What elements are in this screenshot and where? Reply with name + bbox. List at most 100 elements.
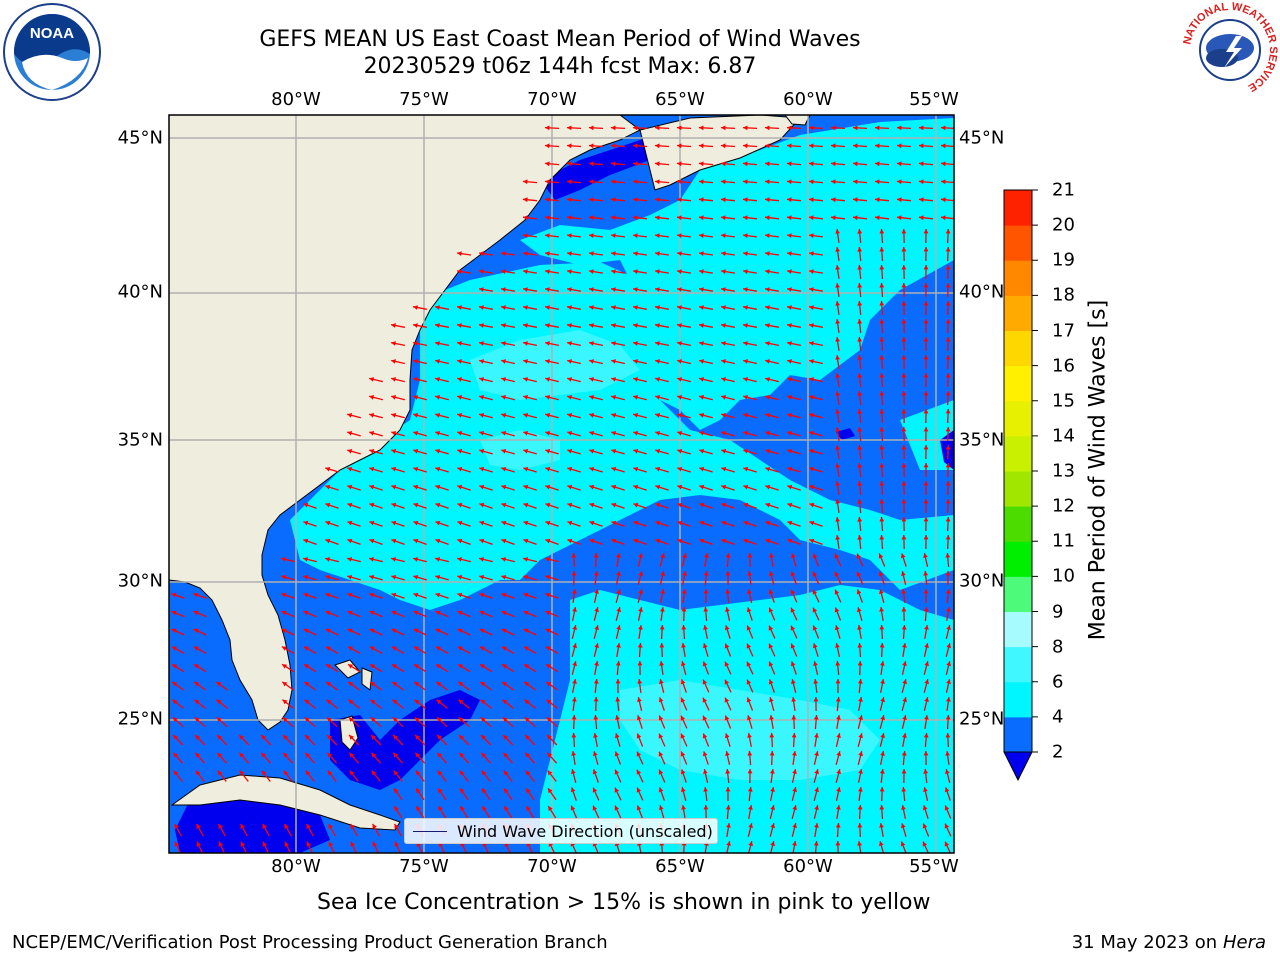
direction-arrow-head bbox=[611, 377, 616, 382]
direction-arrow-head bbox=[682, 553, 687, 558]
direction-arrow-head bbox=[479, 538, 485, 544]
direction-arrow-head bbox=[327, 770, 333, 776]
direction-arrow-head bbox=[457, 377, 462, 382]
direction-arrow-head bbox=[655, 125, 660, 131]
direction-arrow-head bbox=[812, 571, 818, 577]
direction-arrow-head bbox=[831, 197, 836, 203]
colorbar-tick-label: 13 bbox=[1052, 460, 1075, 482]
direction-arrow-head bbox=[901, 247, 907, 252]
direction-arrow-head bbox=[611, 413, 617, 418]
direction-arrow-head bbox=[721, 538, 727, 544]
direction-arrow-head bbox=[589, 323, 594, 328]
direction-arrow-head bbox=[261, 735, 266, 740]
direction-arrow-head bbox=[858, 715, 863, 720]
direction-arrow-head bbox=[790, 643, 796, 649]
direction-arrow-head bbox=[880, 751, 885, 756]
direction-arrow-head bbox=[835, 481, 840, 486]
direction-arrow-head bbox=[567, 413, 573, 418]
colorbar-segment bbox=[1004, 225, 1032, 261]
direction-arrow-head bbox=[638, 571, 643, 577]
direction-arrow-head bbox=[835, 229, 840, 234]
direction-arrow-head bbox=[369, 395, 374, 400]
direction-arrow-head bbox=[347, 413, 353, 418]
direction-arrow-head bbox=[611, 179, 616, 185]
direction-arrow-head bbox=[703, 571, 709, 576]
direction-arrow-head bbox=[611, 359, 616, 364]
direction-arrow-head bbox=[523, 413, 529, 418]
direction-arrow-head bbox=[699, 502, 705, 508]
direction-arrow-head bbox=[768, 679, 774, 685]
direction-arrow-head bbox=[699, 197, 704, 203]
direction-arrow-head bbox=[589, 287, 594, 292]
direction-arrow-head bbox=[659, 679, 664, 685]
direction-arrow-head bbox=[901, 391, 907, 396]
direction-arrow-head bbox=[923, 265, 929, 270]
direction-arrow-head bbox=[435, 484, 441, 490]
direction-arrow-head bbox=[437, 752, 443, 758]
direction-arrow-head bbox=[523, 287, 528, 292]
direction-arrow-head bbox=[546, 717, 552, 722]
colorbar-tick-label: 16 bbox=[1052, 355, 1075, 377]
direction-arrow-head bbox=[834, 607, 840, 613]
direction-arrow-head bbox=[369, 413, 375, 418]
direction-arrow-head bbox=[809, 197, 814, 203]
direction-arrow-head bbox=[721, 143, 726, 149]
direction-arrow-head bbox=[194, 699, 200, 705]
direction-arrow-head bbox=[791, 553, 796, 559]
direction-arrow-head bbox=[743, 125, 748, 131]
direction-arrow-head bbox=[589, 143, 594, 149]
direction-arrow-head bbox=[172, 681, 178, 687]
direction-arrow-head bbox=[281, 557, 286, 562]
colorbar-segment bbox=[1004, 611, 1032, 648]
direction-arrow-head bbox=[567, 359, 572, 364]
direction-arrow-head bbox=[677, 161, 682, 167]
direction-arrow-head bbox=[835, 427, 840, 432]
direction-arrow-head bbox=[923, 769, 929, 774]
direction-arrow-head bbox=[769, 733, 775, 738]
direction-arrow-head bbox=[567, 395, 572, 400]
direction-arrow-head bbox=[923, 571, 929, 576]
direction-arrow-head bbox=[504, 806, 509, 811]
direction-arrow-head bbox=[835, 841, 841, 846]
direction-arrow-head bbox=[571, 751, 576, 756]
direction-arrow-head bbox=[545, 161, 550, 167]
direction-arrow-head bbox=[633, 484, 639, 490]
direction-arrow-head bbox=[941, 179, 946, 185]
direction-arrow-head bbox=[171, 628, 177, 633]
direction-arrow-head bbox=[193, 646, 199, 651]
direction-arrow-head bbox=[281, 628, 287, 633]
direction-arrow-head bbox=[633, 449, 639, 454]
direction-arrow-head bbox=[768, 589, 774, 595]
direction-arrow-head bbox=[743, 143, 748, 149]
direction-arrow-head bbox=[171, 610, 177, 616]
direction-arrow-head bbox=[459, 770, 465, 776]
direction-arrow-head bbox=[369, 377, 374, 382]
colorbar-segment bbox=[1004, 330, 1032, 367]
direction-arrow-head bbox=[325, 646, 331, 651]
direction-arrow-head bbox=[282, 699, 288, 705]
direction-arrow-head bbox=[944, 823, 950, 829]
direction-arrow-head bbox=[699, 484, 705, 490]
direction-arrow-head bbox=[879, 445, 885, 450]
direction-arrow-head bbox=[196, 823, 201, 829]
direction-arrow-head bbox=[545, 628, 551, 633]
direction-arrow-head bbox=[900, 553, 906, 559]
direction-arrow-head bbox=[743, 179, 748, 185]
direction-arrow-head bbox=[501, 520, 507, 526]
direction-arrow-head bbox=[567, 538, 573, 544]
direction-arrow-head bbox=[636, 733, 642, 739]
direction-arrow-head bbox=[941, 215, 946, 221]
direction-arrow-head bbox=[721, 251, 726, 256]
direction-arrow-head bbox=[457, 538, 463, 544]
direction-arrow-head bbox=[724, 715, 730, 721]
direction-arrow-head bbox=[945, 481, 951, 486]
direction-arrow-head bbox=[677, 287, 682, 292]
direction-arrow-head bbox=[523, 323, 528, 328]
direction-arrow-head bbox=[545, 323, 550, 328]
direction-arrow-head bbox=[768, 661, 774, 667]
direction-arrow-head bbox=[879, 319, 885, 324]
direction-arrow-head bbox=[721, 323, 726, 328]
direction-arrow-head bbox=[369, 484, 375, 490]
direction-arrow-head bbox=[919, 197, 924, 203]
direction-arrow-head bbox=[435, 646, 441, 651]
